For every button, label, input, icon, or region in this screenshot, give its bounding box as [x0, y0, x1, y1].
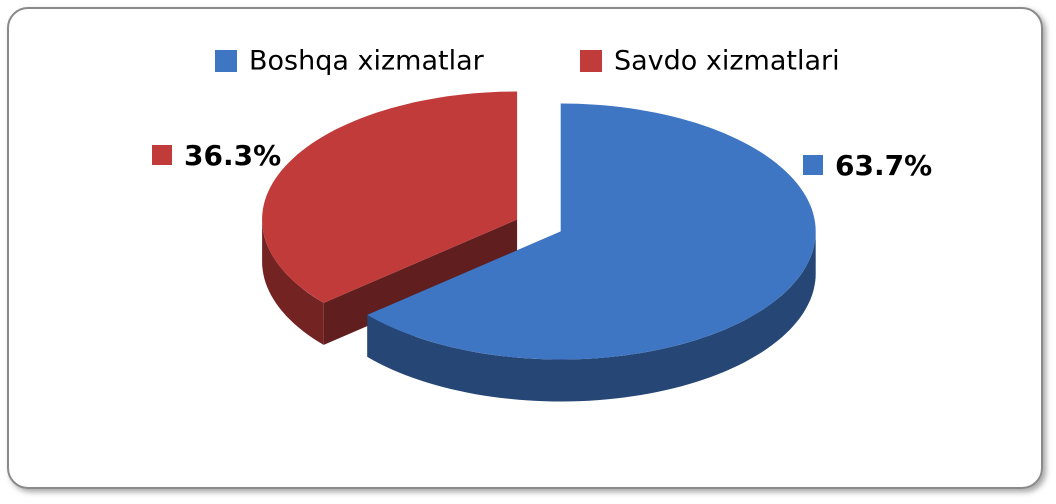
slice-side [262, 219, 324, 345]
slice [262, 91, 518, 303]
value-label-swatch [803, 155, 823, 175]
legend-label: Savdo xizmatlari [614, 46, 840, 77]
legend: Boshqa xizmatlar Savdo xizmatlari [215, 46, 840, 77]
value-labels: 63.7% 36.3% [152, 139, 932, 182]
pie [262, 91, 816, 402]
legend-swatch [215, 50, 237, 72]
slice-side [367, 231, 816, 402]
legend-label: Boshqa xizmatlar [249, 46, 485, 77]
slice [367, 103, 816, 360]
legend-swatch [580, 50, 602, 72]
value-label: 36.3% [184, 139, 281, 172]
value-label: 63.7% [835, 149, 932, 182]
value-label-swatch [152, 145, 172, 165]
